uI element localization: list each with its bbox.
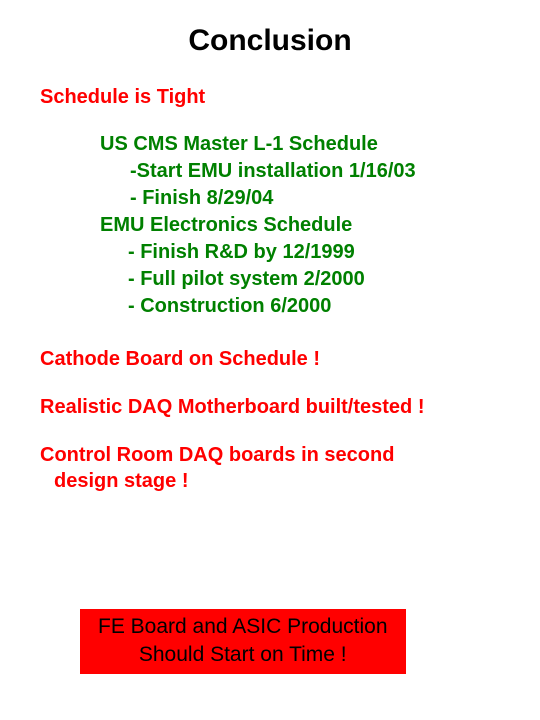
point-control-room: Control Room DAQ boards in second design… — [40, 442, 500, 494]
point-cathode: Cathode Board on Schedule ! — [40, 346, 500, 372]
slide: Conclusion Schedule is Tight US CMS Mast… — [0, 0, 540, 720]
highlight-box: FE Board and ASIC Production Should Star… — [80, 609, 406, 674]
schedule-details: US CMS Master L-1 Schedule -Start EMU in… — [40, 131, 500, 320]
highlight-line: Should Start on Time ! — [139, 643, 347, 666]
detail-line: EMU Electronics Schedule — [40, 212, 500, 239]
detail-line: - Construction 6/2000 — [40, 293, 500, 320]
slide-title: Conclusion — [40, 24, 500, 58]
schedule-heading: Schedule is Tight — [40, 86, 500, 109]
detail-line: US CMS Master L-1 Schedule — [40, 131, 500, 158]
point-line: design stage ! — [40, 468, 500, 494]
detail-line: - Finish 8/29/04 — [40, 185, 500, 212]
highlight-line: FE Board and ASIC Production — [98, 615, 388, 638]
point-daq-motherboard: Realistic DAQ Motherboard built/tested ! — [40, 394, 500, 420]
detail-line: -Start EMU installation 1/16/03 — [40, 158, 500, 185]
point-line: Control Room DAQ boards in second — [40, 444, 394, 466]
detail-line: - Full pilot system 2/2000 — [40, 266, 500, 293]
detail-line: - Finish R&D by 12/1999 — [40, 239, 500, 266]
highlight-text: FE Board and ASIC Production Should Star… — [80, 609, 406, 674]
